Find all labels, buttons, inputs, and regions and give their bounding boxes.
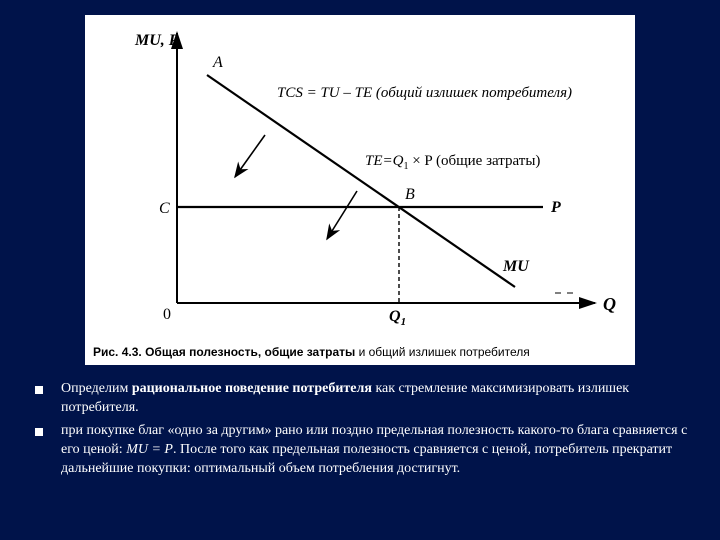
- bullet-icon: [35, 386, 43, 394]
- economics-chart: MU, P Q 0 A B C P MU Q1 TCS = TU – TE (о…: [85, 15, 635, 365]
- bullet-list: Определим рациональное поведение потреби…: [35, 380, 695, 482]
- te-annotation: TE=Q1 × P (общие затраты): [365, 153, 540, 172]
- bullet-text: при покупке благ «одно за другим» рано и…: [61, 422, 695, 479]
- list-item: при покупке благ «одно за другим» рано и…: [35, 422, 695, 479]
- y-axis-label: MU, P: [134, 32, 179, 49]
- point-b-label: B: [405, 186, 415, 203]
- point-a-label: A: [212, 54, 223, 71]
- bullet-icon: [35, 428, 43, 436]
- tcs-annotation: TCS = TU – TE (общий излишек потребителя…: [277, 85, 572, 101]
- figure-caption: Рис. 4.3. Общая полезность, общие затрат…: [93, 345, 530, 359]
- origin-label: 0: [163, 306, 171, 323]
- bullet-text: Определим рациональное поведение потреби…: [61, 380, 695, 418]
- p-line-label: P: [550, 199, 561, 216]
- q1-label: Q1: [389, 308, 406, 328]
- list-item: Определим рациональное поведение потреби…: [35, 380, 695, 418]
- x-axis-label: Q: [603, 294, 616, 314]
- mu-line-label: MU: [502, 258, 530, 275]
- point-c-label: C: [159, 200, 170, 217]
